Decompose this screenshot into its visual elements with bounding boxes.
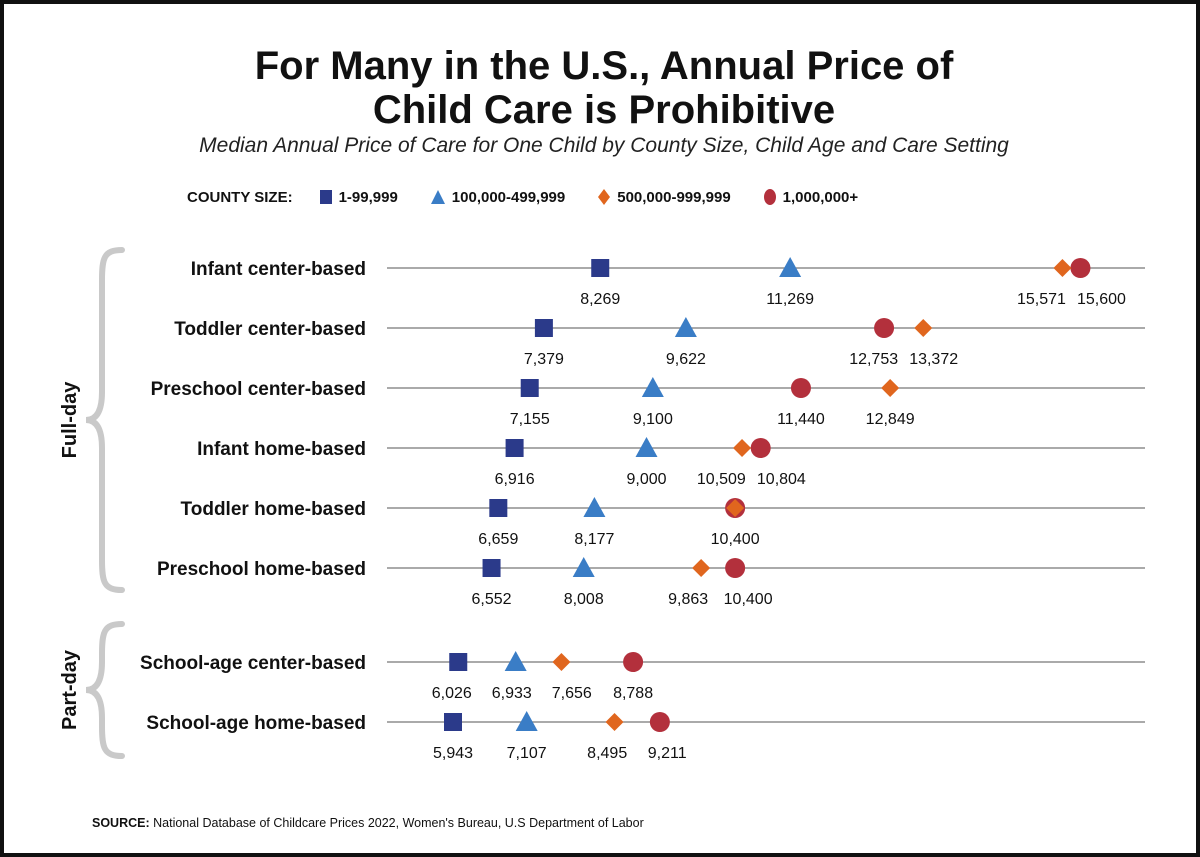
data-label: 9,211 [648,745,687,762]
data-label: 8,269 [580,291,620,308]
data-label: 6,933 [492,685,532,702]
data-label: 7,107 [507,745,547,762]
triangle-marker [583,497,606,517]
triangle-marker [504,651,527,671]
data-label: 9,622 [666,351,706,368]
data-label: 8,788 [613,685,653,702]
data-label: 6,916 [495,471,535,488]
data-label: 7,379 [524,351,564,368]
triangle-marker [641,377,664,397]
data-label: 9,000 [626,471,666,488]
category-label: School-age home-based [146,713,366,734]
source-note: SOURCE: National Database of Childcare P… [92,816,644,830]
data-label: 5,943 [433,745,473,762]
legend-title: COUNTY SIZE: [187,188,293,206]
data-label: 9,863 [668,591,708,608]
triangle-marker-icon [430,190,445,204]
plot-area: Full-day Part-day Infant center-based 8,269… [59,247,1145,762]
circle-marker [725,558,746,578]
data-label: 12,849 [866,411,915,428]
full-day-bracket [85,247,125,593]
group-label-part-day: Part-day [59,649,81,730]
data-label: 10,400 [711,531,760,548]
data-label: 6,026 [432,685,472,702]
data-label: 12,753 [849,351,898,368]
legend-label: 100,000-499,999 [451,188,566,206]
data-label: 7,656 [552,685,592,702]
square-marker [534,319,553,337]
data-label: 8,008 [564,591,604,608]
data-label: 6,552 [472,591,512,608]
circle-marker [874,318,895,338]
legend-item-1-99999: 1-99,999 [319,189,398,206]
diamond-marker [692,559,711,577]
data-label: 7,155 [510,411,550,428]
data-label: 11,440 [777,411,825,428]
category-label: Toddler center-based [174,319,366,340]
triangle-marker [779,257,802,277]
chart-subtitle: Median Annual Price of Care for One Chil… [199,134,1009,157]
category-label: Preschool center-based [151,379,366,400]
legend-label: 500,000-999,999 [617,188,731,206]
chart-title: For Many in the U.S., Annual Price of Ch… [4,44,1196,132]
square-marker [444,713,462,731]
circle-marker [649,712,670,732]
category-label: Infant home-based [197,439,366,460]
legend-item-1000000-plus: 1,000,000+ [763,188,859,206]
data-label: 15,600 [1077,291,1126,308]
diamond-marker [914,319,933,337]
category-label: School-age center-based [140,653,366,674]
square-marker-icon [319,190,332,204]
diamond-marker [605,713,624,731]
square-marker [449,653,468,671]
title-line-2: Child Care is Prohibitive [372,88,836,132]
source-label: SOURCE: [92,816,150,830]
data-label: 13,372 [909,351,958,368]
square-marker [505,439,524,457]
diamond-marker [552,653,571,671]
data-label: 15,571 [1017,291,1066,308]
circle-marker [623,652,644,672]
data-label: 10,400 [724,591,773,608]
legend-label: 1-99,999 [338,188,398,206]
category-label: Preschool home-based [157,559,366,580]
legend-label: 1,000,000+ [782,188,859,206]
triangle-marker [635,437,658,457]
data-label: 6,659 [478,531,518,548]
square-marker [482,559,501,577]
square-marker [591,259,610,277]
circle-marker-icon [763,189,776,205]
circle-marker [750,438,771,458]
diamond-marker [881,379,900,397]
diamond-marker-icon [598,189,611,205]
category-label: Toddler home-based [181,499,366,520]
triangle-marker [515,711,538,731]
data-label: 8,177 [574,531,614,548]
source-text: National Database of Childcare Prices 20… [149,816,644,830]
legend-item-100000-499999: 100,000-499,999 [430,189,565,206]
square-marker [489,499,508,517]
part-day-bracket [85,621,125,759]
diamond-marker [1053,259,1072,277]
legend-item-500000-999999: 500,000-999,999 [597,188,731,206]
diamond-marker [733,439,752,457]
square-marker [520,379,539,397]
category-label: Infant center-based [191,259,366,280]
legend: COUNTY SIZE: 1-99,999 100,000-499,999 50… [187,188,890,206]
data-label: 9,100 [633,411,673,428]
data-label: 11,269 [766,291,814,308]
circle-marker [1070,258,1091,278]
triangle-marker [674,317,697,337]
data-label: 8,495 [587,745,627,762]
data-label: 10,804 [757,471,806,488]
triangle-marker [572,557,595,577]
circle-marker [790,378,811,398]
group-label-full-day: Full-day [59,381,81,459]
diamond-marker [726,499,745,517]
title-line-1: For Many in the U.S., Annual Price of [254,44,954,88]
data-label: 10,509 [697,471,746,488]
